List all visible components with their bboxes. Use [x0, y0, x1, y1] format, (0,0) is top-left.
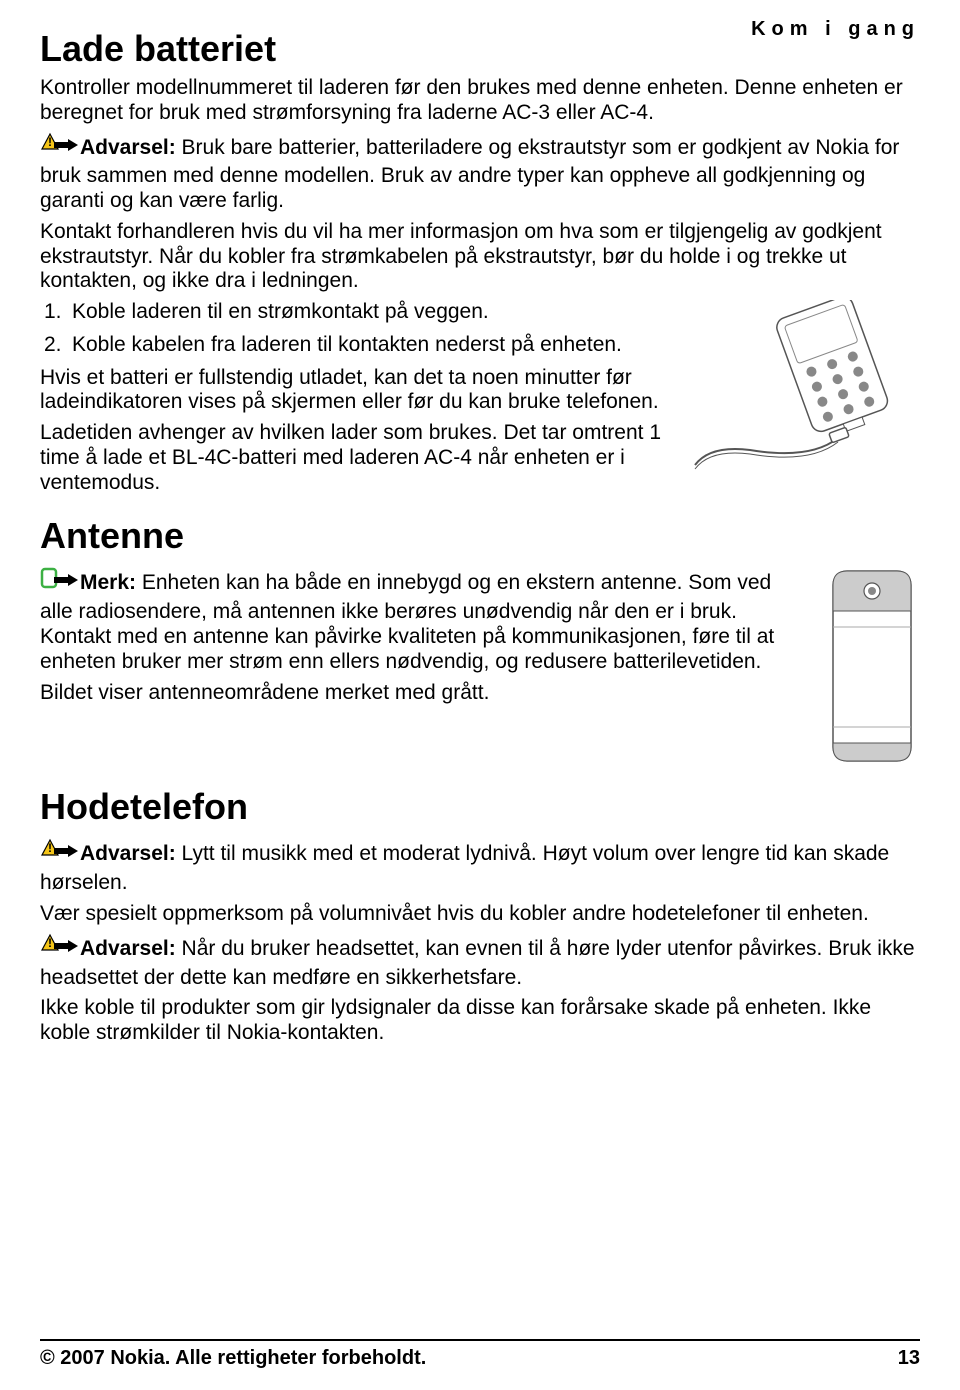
- warning-label: Advarsel:: [80, 937, 176, 960]
- antenna-illustration: [825, 567, 920, 772]
- warning-paragraph: ! Advarsel: Bruk bare batterier, batteri…: [40, 132, 920, 214]
- paragraph: Kontakt forhandleren hvis du vil ha mer …: [40, 220, 920, 294]
- paragraph: Bildet viser antenneområdene merket med …: [40, 681, 809, 706]
- section-header: Kom i gang: [751, 18, 920, 41]
- step-text: Koble kabelen fra laderen til kontakten …: [72, 333, 674, 358]
- svg-text:!: !: [48, 936, 52, 950]
- step-number: 2.: [44, 333, 72, 364]
- step-2: 2. Koble kabelen fra laderen til kontakt…: [44, 333, 674, 364]
- warning-paragraph: ! Advarsel: Når du bruker headsettet, ka…: [40, 933, 920, 991]
- paragraph: Ladetiden avhenger av hvilken lader som …: [40, 421, 674, 495]
- step-1: 1. Koble laderen til en strømkontakt på …: [44, 300, 674, 331]
- charging-illustration: [690, 300, 920, 501]
- svg-text:!: !: [48, 841, 52, 855]
- paragraph: Vær spesielt oppmerksom på volumnivået h…: [40, 902, 920, 927]
- page-number: 13: [898, 1347, 920, 1370]
- warning-paragraph: ! Advarsel: Lytt til musikk med et moder…: [40, 838, 920, 896]
- step-text: Koble laderen til en strømkontakt på veg…: [72, 300, 674, 325]
- copyright-text: © 2007 Nokia. Alle rettigheter forbehold…: [40, 1347, 426, 1370]
- warning-icon: !: [40, 933, 78, 966]
- warning-label: Advarsel:: [80, 135, 176, 158]
- page-footer: © 2007 Nokia. Alle rettigheter forbehold…: [40, 1339, 920, 1370]
- warning-icon: !: [40, 838, 78, 871]
- ordered-steps: 1. Koble laderen til en strømkontakt på …: [44, 300, 674, 364]
- paragraph: Hvis et batteri er fullstendig utladet, …: [40, 366, 674, 416]
- warning-icon: !: [40, 132, 78, 165]
- warning-label: Advarsel:: [80, 842, 176, 865]
- note-icon: [40, 567, 78, 600]
- step-number: 1.: [44, 300, 72, 331]
- note-text: Enheten kan ha både en innebygd og en ek…: [40, 571, 774, 672]
- svg-text:!: !: [48, 135, 52, 149]
- note-label: Merk:: [80, 571, 136, 594]
- heading-antenne: Antenne: [40, 515, 920, 557]
- heading-hodetelefon: Hodetelefon: [40, 786, 920, 828]
- paragraph: Kontroller modellnummeret til laderen fø…: [40, 76, 920, 126]
- paragraph: Ikke koble til produkter som gir lydsign…: [40, 996, 920, 1046]
- note-paragraph: Merk: Enheten kan ha både en innebygd og…: [40, 567, 809, 674]
